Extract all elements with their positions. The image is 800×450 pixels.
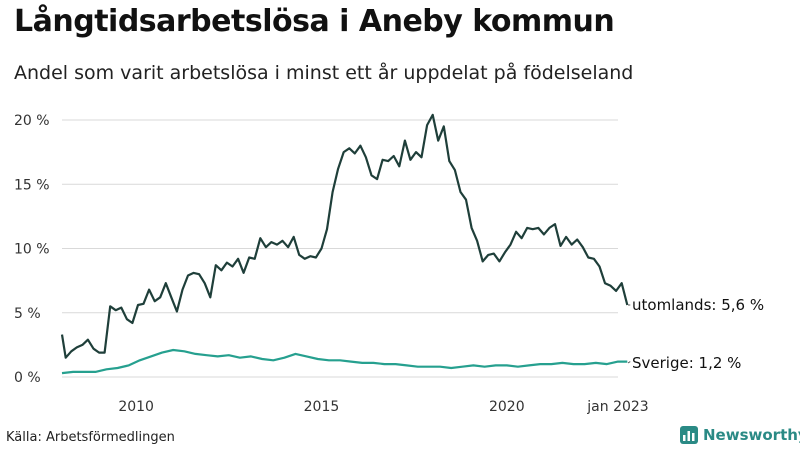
leader-line-sverige — [627, 361, 631, 364]
x-tick-label-0: 2010 — [118, 399, 154, 415]
series-line-sverige — [61, 348, 628, 375]
y-tick-label-15: 15 % — [14, 177, 50, 193]
x-tick-label-2: 2020 — [489, 399, 525, 415]
y-tick-label-10: 10 % — [14, 242, 50, 258]
page-title: Långtidsarbetslösa i Aneby kommun — [14, 4, 615, 39]
x-tick-label-3: jan 2023 — [586, 399, 648, 415]
brand-logo: Newsworthy — [680, 426, 800, 444]
grid-layer — [62, 119, 618, 378]
y-tick-label-5: 5 % — [14, 306, 41, 322]
x-tick-label-1: 2015 — [304, 399, 340, 415]
x-axis: 2010 2015 2020 jan 2023 — [118, 399, 648, 415]
y-tick-label-20: 20 % — [14, 113, 50, 129]
brand-name: Newsworthy — [703, 426, 800, 444]
series-layer — [60, 113, 629, 375]
page-subtitle: Andel som varit arbetslösa i minst ett å… — [14, 62, 634, 84]
y-axis: 0 % 5 % 10 % 15 % 20 % — [14, 113, 50, 386]
newsworthy-logo-icon — [680, 426, 698, 444]
source-note: Källa: Arbetsförmedlingen — [6, 430, 175, 445]
end-label-sverige: Sverige: 1,2 % — [632, 354, 741, 372]
series-line-utomlands — [60, 113, 629, 359]
y-tick-label-0: 0 % — [14, 370, 41, 386]
end-labels: utomlands: 5,6 % Sverige: 1,2 % — [627, 296, 764, 372]
end-label-utomlands: utomlands: 5,6 % — [632, 296, 764, 314]
